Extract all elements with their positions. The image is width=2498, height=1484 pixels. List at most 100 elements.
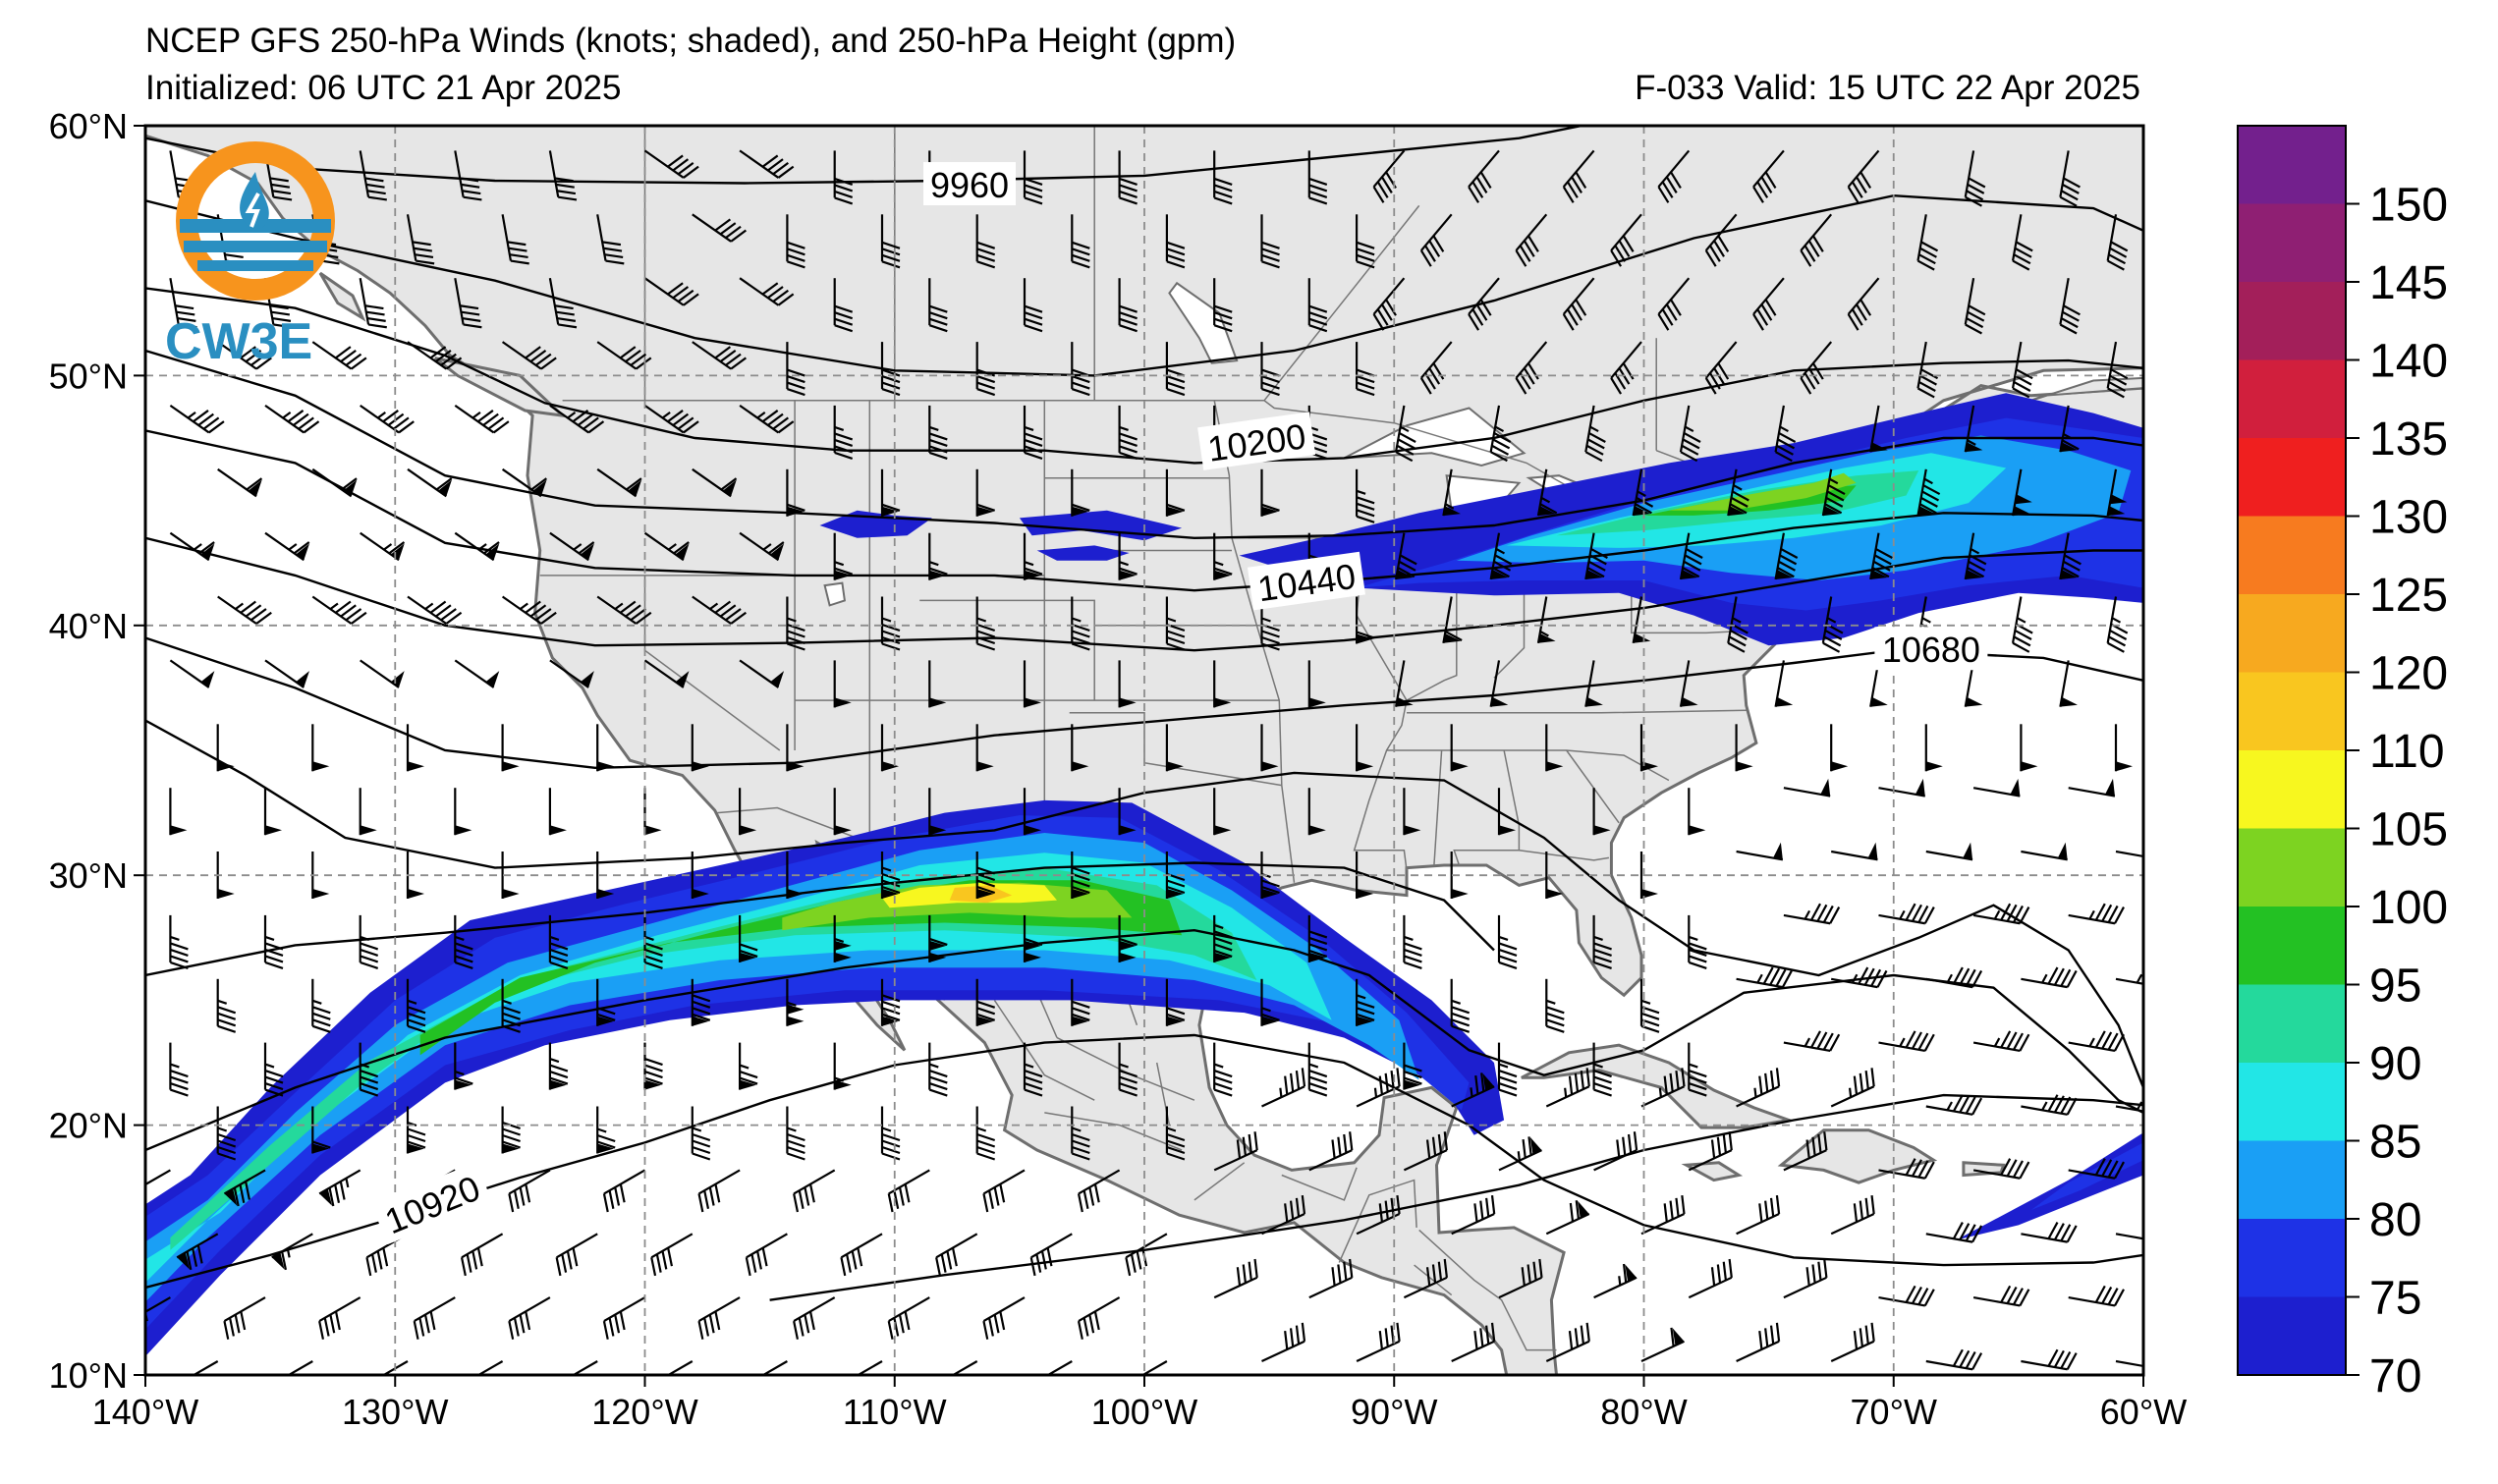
- wind-barb-280: [880, 978, 901, 1026]
- wind-barb-400: [271, 1360, 313, 1375]
- wind-barb-227: [1783, 778, 1831, 797]
- wind-barb-202: [1450, 724, 1469, 772]
- wind-barb-137: [1213, 532, 1233, 580]
- wind-barb-275: [406, 978, 426, 1033]
- wind-barb-258: [738, 914, 758, 962]
- wind-barb-7: [833, 150, 854, 205]
- wind-barb-381: [413, 1296, 456, 1340]
- wind-barb-157: [1165, 596, 1186, 651]
- wind-barb-295: [263, 1042, 284, 1097]
- wind-barb-274: [311, 978, 331, 1033]
- wind-barb-331: [1736, 1068, 1781, 1108]
- wind-barb-387: [982, 1296, 1026, 1340]
- colorbar-swatch-125: [2238, 516, 2346, 595]
- wind-barb-20: [2059, 150, 2081, 207]
- wind-barb-293: [2115, 966, 2143, 989]
- wind-barb-380: [318, 1296, 361, 1340]
- wind-barb-24: [501, 214, 529, 265]
- wind-barb-190: [311, 724, 330, 772]
- wind-barb-194: [691, 724, 709, 772]
- lat-tick-label: 60°N: [49, 106, 128, 146]
- wind-barb-45: [454, 278, 482, 329]
- wind-barb-219: [1023, 788, 1041, 836]
- logo-text: CW3E: [165, 313, 312, 370]
- wind-barb-106: [311, 467, 358, 498]
- wind-barb-4: [548, 150, 578, 201]
- wind-barb-126: [169, 531, 215, 562]
- wind-barb-101: [1774, 405, 1797, 463]
- wind-barb-102: [1869, 405, 1888, 453]
- wind-barb-365: [935, 1233, 978, 1277]
- wind-barb-196: [880, 724, 899, 772]
- wind-barb-103: [1964, 405, 1983, 453]
- wind-barb-207: [1924, 724, 1943, 772]
- wind-barb-299: [643, 1042, 663, 1090]
- wind-barb-118: [1442, 468, 1461, 517]
- wind-barb-151: [596, 595, 652, 625]
- wind-barb-16: [1657, 149, 1691, 203]
- wind-barb-177: [1023, 660, 1041, 708]
- wind-barb-399: [176, 1360, 219, 1375]
- colorbar-label-80: 80: [2369, 1194, 2421, 1246]
- wind-barb-270: [1878, 903, 1935, 925]
- contour-label-bg: [1247, 551, 1365, 611]
- wind-barb-383: [602, 1296, 646, 1340]
- wind-barb-379: [223, 1296, 266, 1340]
- wind-barb-373: [1736, 1195, 1781, 1236]
- wind-barb-139: [1394, 532, 1417, 580]
- jet-west-blob-3: [1036, 545, 1130, 561]
- contour-10320: [145, 349, 2143, 540]
- wind-barb-335: [2115, 1094, 2143, 1116]
- wind-barb-222: [1307, 788, 1326, 836]
- wind-barb-218: [928, 788, 947, 836]
- wind-barb-316: [311, 1106, 331, 1154]
- wind-barb-358: [271, 1233, 313, 1271]
- wind-barb-245: [1545, 852, 1564, 899]
- colorbar-label-140: 140: [2369, 336, 2448, 388]
- wind-barb-250: [2021, 842, 2068, 861]
- wind-barb-100: [1679, 405, 1701, 463]
- wind-barb-401: [365, 1360, 409, 1375]
- wind-barb-185: [1774, 660, 1794, 707]
- wind-barb-169: [264, 659, 309, 688]
- wind-barb-286: [1450, 978, 1471, 1033]
- colorbar-swatch-85: [2238, 1063, 2346, 1141]
- initialized-time: Initialized: 06 UTC 21 Apr 2025: [145, 69, 622, 107]
- wind-barb-61: [1964, 278, 1986, 335]
- wind-barb-91: [833, 405, 854, 460]
- wind-barb-285: [1355, 978, 1375, 1026]
- wind-barb-360: [460, 1233, 504, 1277]
- mexico-state-6: [1044, 1112, 1183, 1151]
- wind-barb-54: [1307, 278, 1328, 333]
- wind-barb-228: [1878, 778, 1925, 797]
- wind-barb-254: [359, 914, 379, 969]
- wind-barb-85: [264, 404, 320, 434]
- wind-barb-319: [596, 1106, 616, 1154]
- wind-barb-214: [548, 788, 567, 836]
- colorbar-label-95: 95: [2369, 961, 2421, 1013]
- wind-barb-49: [833, 278, 854, 333]
- wind-barb-116: [1260, 468, 1280, 517]
- wind-barb-336: [145, 1169, 171, 1195]
- wind-barb-124: [2011, 468, 2032, 517]
- wind-barb-397: [1972, 1285, 2030, 1307]
- wind-barb-329: [1545, 1068, 1590, 1108]
- wind-barb-23: [406, 214, 435, 265]
- wind-barb-3: [454, 150, 482, 201]
- wind-barb-38: [1800, 213, 1833, 267]
- wind-barb-125: [2106, 468, 2128, 517]
- colorbar-swatch-80: [2238, 1140, 2346, 1220]
- wind-barb-195: [786, 724, 805, 772]
- wind-barb-84: [169, 404, 225, 434]
- colorbar-swatch-130: [2238, 438, 2346, 517]
- wind-barb-296: [359, 1042, 379, 1097]
- colorbar-label-150: 150: [2369, 180, 2448, 232]
- contour-10800: [145, 719, 2143, 1088]
- wind-barb-357: [176, 1233, 219, 1271]
- wind-barb-305: [1213, 1042, 1233, 1097]
- wind-barb-192: [501, 724, 520, 772]
- wind-barb-256: [548, 914, 569, 969]
- wind-barb-350: [1498, 1136, 1542, 1172]
